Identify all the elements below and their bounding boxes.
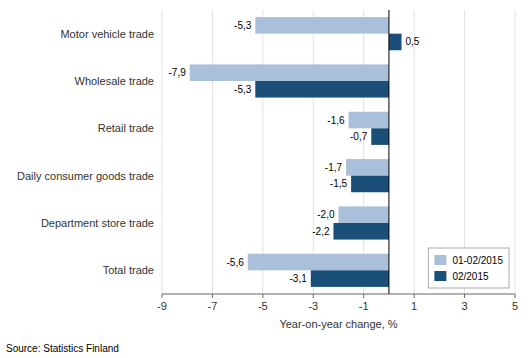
bar xyxy=(311,270,389,287)
category-label: Motor vehicle trade xyxy=(60,28,154,40)
grid-line xyxy=(414,10,415,294)
data-label: -2,0 xyxy=(317,209,335,220)
grid-line xyxy=(212,10,213,294)
bar xyxy=(346,159,389,176)
tick-mark xyxy=(414,294,415,298)
data-label: -5,6 xyxy=(226,257,244,268)
tick-label: -9 xyxy=(157,300,167,312)
category-label: Retail trade xyxy=(98,122,154,134)
tick-label: -7 xyxy=(208,300,218,312)
bar xyxy=(351,176,389,193)
data-label: -7,9 xyxy=(169,67,187,78)
bar xyxy=(255,17,389,34)
bar xyxy=(248,254,389,271)
bar xyxy=(371,128,389,145)
data-label: -1,5 xyxy=(330,178,348,189)
data-label: -3,1 xyxy=(290,273,308,284)
data-label: -1,7 xyxy=(325,162,343,173)
bar xyxy=(190,64,389,81)
tick-label: 5 xyxy=(512,300,518,312)
tick-mark xyxy=(162,294,163,298)
bar xyxy=(339,206,389,223)
bar xyxy=(255,81,389,98)
source: Source: Statistics Finland xyxy=(6,343,119,354)
zero-line xyxy=(388,10,389,294)
bar xyxy=(389,34,402,51)
legend-swatch xyxy=(434,255,446,265)
bars xyxy=(190,17,402,287)
legend-label: 01-02/2015 xyxy=(452,255,503,266)
x-axis-line xyxy=(162,294,515,295)
chart: -9 -7 -5 -3 -1 1 3 5 -5,3 -7,9 -1,6 -1,7 -2,0 -5,6 0,5… xyxy=(0,0,531,358)
grid-line xyxy=(313,10,314,294)
bar xyxy=(349,112,389,129)
data-label: -1,6 xyxy=(327,115,345,126)
grid xyxy=(162,10,515,294)
tick-mark xyxy=(262,294,263,298)
tick-label: -5 xyxy=(258,300,268,312)
legend-swatch xyxy=(434,271,446,281)
grid-line xyxy=(363,10,364,294)
legend-label: 02/2015 xyxy=(452,271,489,282)
grid-line xyxy=(262,10,263,294)
data-label: -5,3 xyxy=(234,20,252,31)
tick-mark xyxy=(515,294,516,298)
bar xyxy=(333,223,388,240)
tick-label: -1 xyxy=(359,300,369,312)
data-label: -5,3 xyxy=(234,84,252,95)
grid-line xyxy=(162,10,163,294)
data-label: -0,7 xyxy=(350,131,368,142)
tick-mark xyxy=(313,294,314,298)
category-label: Total trade xyxy=(103,264,154,276)
category-label: Wholesale trade xyxy=(75,75,155,87)
category-label: Daily consumer goods trade xyxy=(17,170,154,182)
grid-line xyxy=(515,10,516,294)
legend-box xyxy=(428,248,509,288)
data-label: -2,2 xyxy=(312,226,330,237)
tick-mark xyxy=(212,294,213,298)
data-label: 0,5 xyxy=(406,36,420,47)
tick-label: 3 xyxy=(462,300,468,312)
tick-mark xyxy=(464,294,465,298)
category-label: Department store trade xyxy=(41,217,154,229)
x-axis-label: Year-on-year change, % xyxy=(279,318,397,330)
legend: 01-02/2015 02/2015 xyxy=(428,248,509,288)
tick-label: -3 xyxy=(308,300,318,312)
tick-label: 1 xyxy=(411,300,417,312)
tick-mark xyxy=(363,294,364,298)
